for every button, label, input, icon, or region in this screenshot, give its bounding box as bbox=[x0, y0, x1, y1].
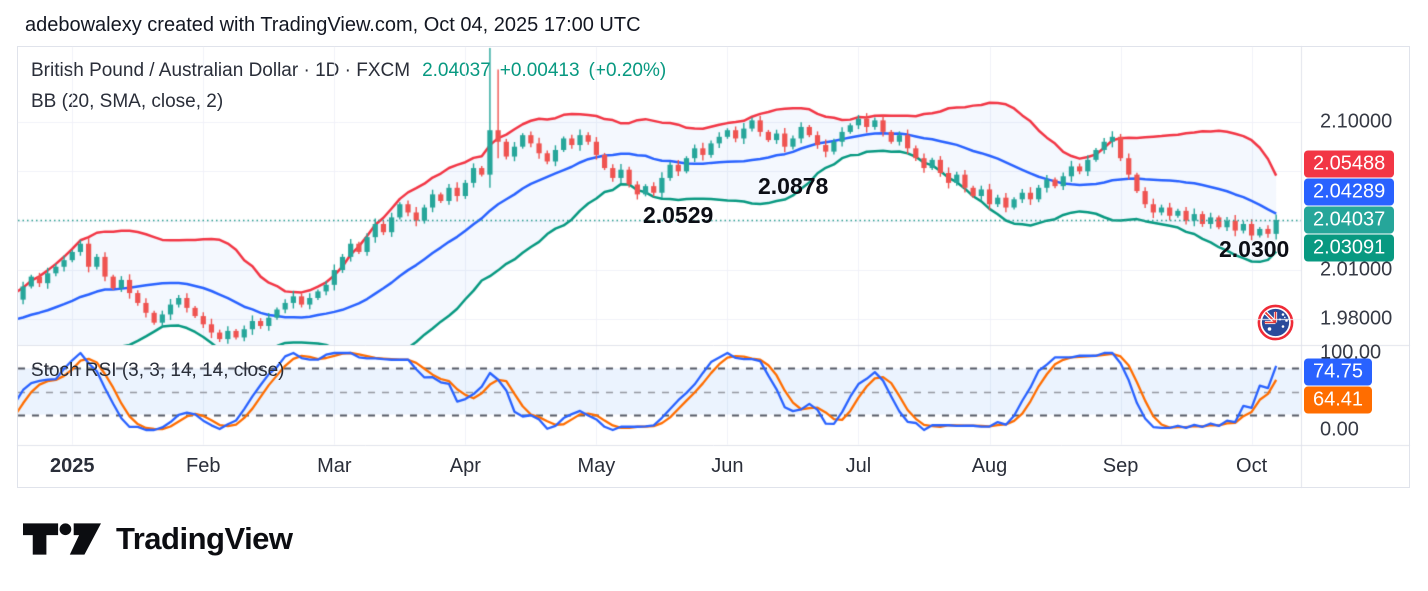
attribution-text: adebowalexy created with TradingView.com… bbox=[25, 14, 641, 36]
time-axis[interactable] bbox=[17, 446, 1410, 487]
tradingview-logo-icon bbox=[23, 523, 101, 555]
tradingview-logo-text: TradingView bbox=[116, 521, 293, 556]
legend-stochrsi-row[interactable]: Stoch RSI (3, 3, 14, 14, close) bbox=[31, 360, 285, 381]
price-axis[interactable] bbox=[1302, 46, 1410, 445]
tradingview-logo[interactable]: TradingView bbox=[23, 521, 293, 557]
